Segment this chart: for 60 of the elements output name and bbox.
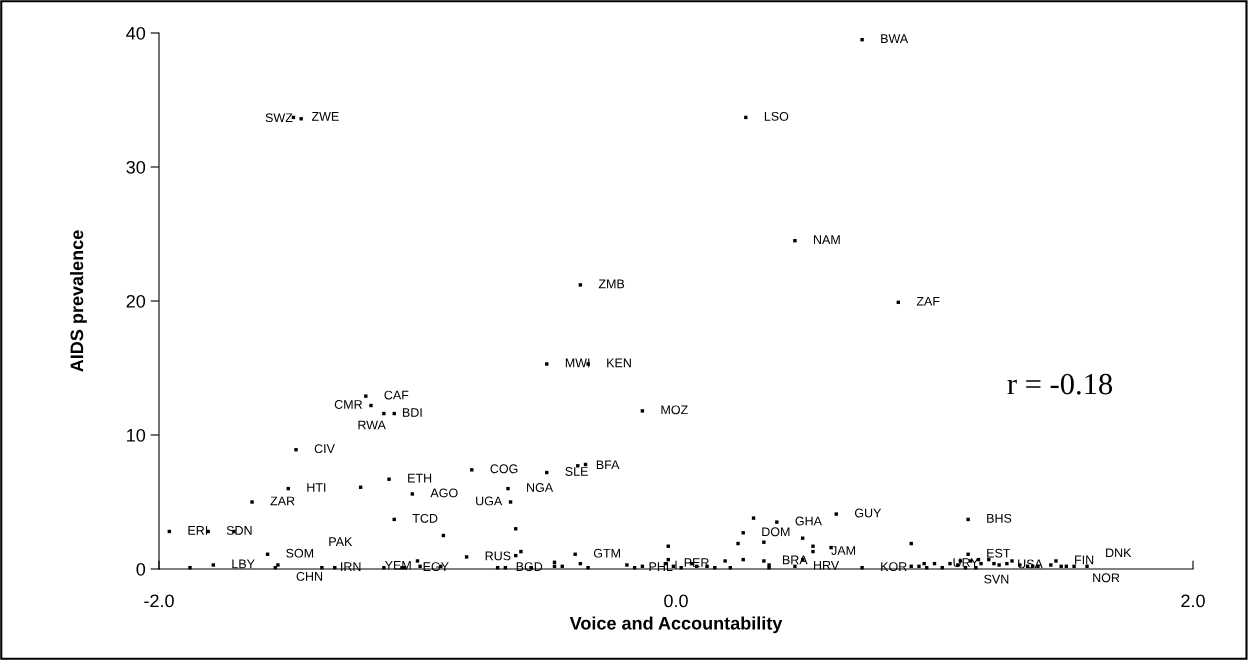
- annotation: ZWE: [311, 112, 339, 121]
- annotation: KOR: [881, 562, 907, 572]
- annotation: LBY: [232, 559, 255, 569]
- annotation: ZMB: [598, 279, 625, 289]
- annotation: CMR: [334, 400, 363, 409]
- annotation: SOM: [286, 548, 314, 558]
- annotation: BWA: [881, 34, 909, 43]
- annotation: r = -0.18: [1007, 373, 1113, 395]
- annotation: DOM: [762, 527, 790, 537]
- annotation: HRV: [813, 560, 840, 570]
- annotation: MWI: [565, 358, 590, 368]
- y-axis-title: AIDS prevalence: [70, 230, 87, 372]
- annotation: NAM: [813, 235, 840, 244]
- annotation: NOR: [1093, 573, 1120, 583]
- annotation: EST: [987, 548, 1011, 558]
- annotation: EGY: [423, 562, 449, 572]
- annotation: ZAR: [270, 496, 295, 506]
- annotation: SLE: [565, 467, 588, 476]
- annotation: CIV: [314, 444, 335, 454]
- annotation: GTM: [593, 548, 620, 558]
- annotation: BGD: [516, 562, 543, 572]
- annotation: DNK: [1106, 548, 1132, 558]
- annotation: HTI: [307, 483, 326, 492]
- annotation: FIN: [1075, 555, 1094, 565]
- annotation: CAF: [384, 390, 409, 400]
- annotation: BFA: [596, 460, 620, 470]
- annotation: GHA: [795, 516, 822, 526]
- annotation: LSO: [764, 111, 789, 121]
- annotation: TCD: [412, 513, 438, 523]
- annotation: CHN: [296, 571, 323, 581]
- annotation: PAK: [329, 537, 353, 546]
- annotation: ETH: [408, 473, 432, 483]
- annotation: IRN: [341, 562, 361, 571]
- annotation: NGA: [527, 483, 554, 492]
- annotation: BDI: [402, 408, 422, 417]
- annotation: BRA: [782, 555, 808, 565]
- x-tick-label: 0.0: [664, 594, 688, 608]
- annotation: ERI: [188, 526, 208, 535]
- y-tick-label: 40: [126, 26, 146, 40]
- y-tick-label: 10: [127, 428, 146, 442]
- annotation: ZAF: [916, 296, 940, 306]
- annotation: UGA: [476, 496, 503, 506]
- x-tick-label: -2.0: [144, 594, 174, 608]
- annotation: RUS: [485, 551, 511, 561]
- annotation: RWA: [358, 420, 386, 430]
- y-tick-label: 30: [126, 160, 146, 174]
- annotation: SDN: [226, 525, 252, 535]
- annotation: SVN: [984, 574, 1009, 584]
- annotation: KEN: [607, 358, 631, 368]
- annotation: COG: [490, 464, 518, 474]
- annotation: AGO: [430, 488, 458, 498]
- y-tick-label: 0: [136, 562, 146, 576]
- annotation: MOZ: [661, 405, 688, 415]
- x-tick-label: 2.0: [1181, 594, 1205, 608]
- x-axis-title: Voice and Accountability: [569, 616, 783, 634]
- annotation: SWZ: [265, 113, 293, 123]
- y-tick-label: 20: [126, 294, 146, 308]
- annotation: GUY: [854, 508, 882, 518]
- annotation: BHS: [987, 513, 1012, 523]
- annotation: JAM: [831, 546, 856, 555]
